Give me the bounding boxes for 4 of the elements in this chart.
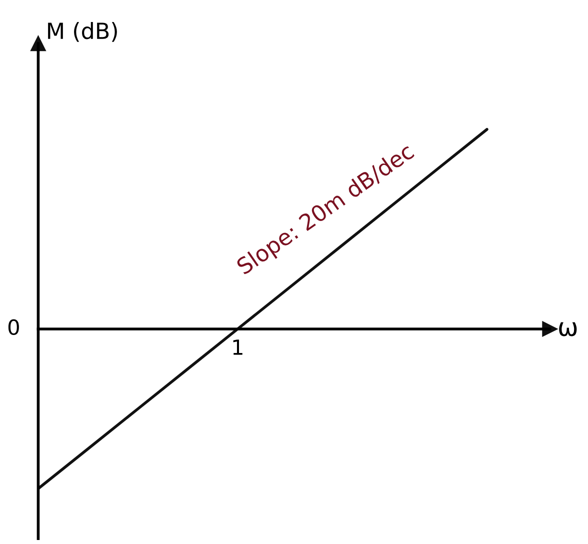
- x-axis-title: ω: [559, 322, 577, 336]
- annotation: 1: [233, 340, 242, 355]
- y-axis-title: M (dB): [48, 22, 117, 42]
- text: 0: [8, 319, 19, 336]
